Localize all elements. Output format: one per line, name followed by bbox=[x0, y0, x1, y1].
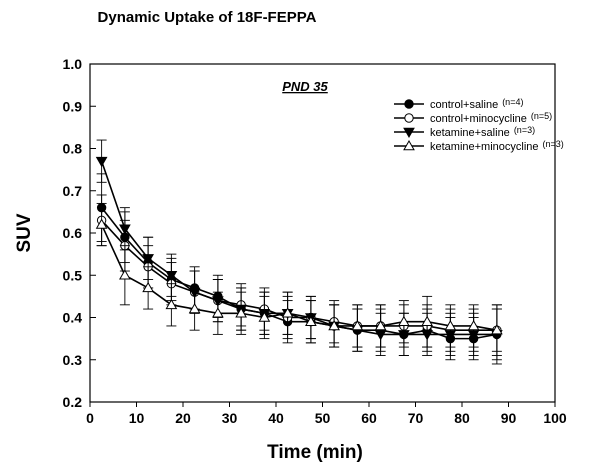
series-line bbox=[101, 219, 497, 331]
data-point bbox=[281, 307, 294, 318]
panel-annotation: PND 35 bbox=[282, 79, 328, 94]
x-tick-label: 70 bbox=[408, 410, 424, 426]
legend-label: control+minocycline bbox=[430, 113, 527, 125]
data-point bbox=[444, 319, 457, 331]
data-point bbox=[165, 271, 178, 282]
legend-label: control+saline bbox=[430, 99, 498, 111]
legend-entry: control+minocycline (n=5) bbox=[394, 111, 552, 125]
legend-entry: ketamine+saline (n=3) bbox=[394, 125, 535, 139]
legend-n-label: (n=3) bbox=[514, 125, 535, 135]
y-tick-label: 0.3 bbox=[63, 352, 83, 368]
legend-n-label: (n=3) bbox=[543, 139, 564, 149]
x-tick-label: 90 bbox=[501, 410, 517, 426]
series-line bbox=[100, 207, 498, 340]
axes: 0.2 0.3 0.4 0.5 0.6 0.7 0.8 0.9 1.0 0 10 20 30 40 50 60… bbox=[63, 56, 567, 426]
legend-label: ketamine+saline bbox=[430, 127, 510, 139]
data-point bbox=[328, 319, 340, 331]
series-line bbox=[100, 224, 498, 331]
series-control-saline bbox=[96, 173, 502, 361]
data-point bbox=[119, 224, 131, 235]
data-point bbox=[165, 298, 178, 310]
data-point bbox=[95, 218, 108, 229]
x-tick-label: 50 bbox=[315, 410, 331, 426]
legend-marker bbox=[403, 139, 415, 151]
x-tick-label: 0 bbox=[86, 410, 94, 426]
y-tick-label: 0.5 bbox=[63, 267, 83, 283]
series-control-minocycline bbox=[96, 194, 502, 352]
data-point bbox=[374, 319, 387, 331]
data-point bbox=[398, 315, 410, 326]
data-point bbox=[258, 311, 271, 322]
x-tick-label: 30 bbox=[222, 410, 238, 426]
legend-marker bbox=[403, 127, 415, 139]
y-tick-label: 0.8 bbox=[63, 141, 83, 157]
series-line bbox=[100, 160, 497, 336]
y-tick-label: 0.4 bbox=[63, 310, 83, 326]
data-point bbox=[142, 281, 154, 293]
data-point bbox=[95, 156, 108, 168]
legend-marker bbox=[404, 99, 414, 109]
y-tick-label: 0.2 bbox=[63, 394, 83, 410]
legend: control+saline (n=4)control+minocycline (n… bbox=[394, 97, 564, 153]
x-tick-label: 40 bbox=[268, 410, 284, 426]
y-tick-label: 0.6 bbox=[63, 225, 83, 241]
legend-label: ketamine+minocycline bbox=[430, 141, 539, 153]
data-point bbox=[467, 319, 480, 331]
x-tick-label: 80 bbox=[454, 410, 470, 426]
series-layer bbox=[95, 139, 503, 365]
x-tick-label: 10 bbox=[129, 410, 145, 426]
legend-n-label: (n=5) bbox=[531, 111, 552, 121]
legend-entry: ketamine+minocycline (n=3) bbox=[394, 139, 564, 153]
x-axis-title: Time (min) bbox=[267, 442, 363, 463]
series-ketamine-minocycline bbox=[95, 202, 503, 356]
data-point bbox=[351, 319, 364, 331]
data-point bbox=[188, 303, 201, 314]
legend-marker bbox=[404, 113, 414, 123]
data-point bbox=[235, 307, 247, 318]
chart-title: Dynamic Uptake of 18F-FEPPA bbox=[98, 9, 317, 26]
data-point bbox=[212, 307, 224, 318]
data-point bbox=[421, 315, 433, 326]
data-point bbox=[491, 324, 503, 335]
y-axis-title: SUV bbox=[14, 213, 35, 252]
legend-n-label: (n=4) bbox=[502, 97, 523, 107]
y-tick-label: 1.0 bbox=[63, 56, 83, 72]
data-point bbox=[119, 269, 131, 280]
y-tick-label: 0.9 bbox=[63, 98, 83, 114]
data-point bbox=[305, 315, 317, 326]
x-tick-label: 100 bbox=[543, 410, 567, 426]
data-point bbox=[142, 254, 154, 265]
legend-entry: control+saline (n=4) bbox=[394, 97, 523, 111]
y-tick-label: 0.7 bbox=[63, 183, 83, 199]
series-ketamine-saline bbox=[95, 139, 503, 365]
x-tick-label: 20 bbox=[175, 410, 191, 426]
x-tick-label: 60 bbox=[361, 410, 377, 426]
